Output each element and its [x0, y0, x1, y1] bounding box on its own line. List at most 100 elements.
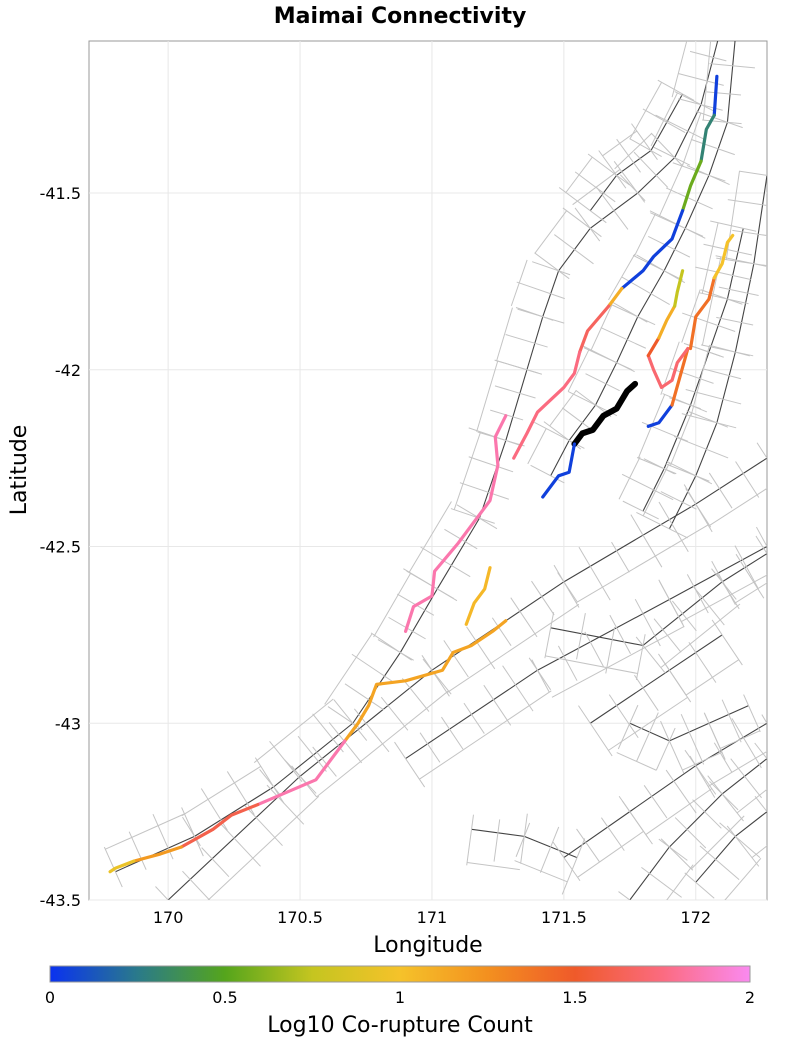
fault-subsection: [709, 487, 767, 526]
fault-subsection: [681, 112, 702, 167]
fault-subsection: [727, 199, 767, 206]
fault-subsection: [181, 765, 262, 817]
fault-subsection: [297, 735, 327, 772]
fault-subsection: [534, 210, 568, 254]
rupture-segment: [512, 350, 582, 460]
fault-subsection: [553, 564, 580, 608]
fault-subsection: [608, 302, 656, 326]
fault-subsection: [459, 482, 509, 500]
fault-subsection: [576, 613, 586, 660]
fault-subsection: [631, 123, 658, 160]
fault-subsection: [531, 659, 550, 693]
fault-subsection: [611, 541, 630, 573]
fault-subsection: [182, 816, 201, 847]
fault-subsection: [688, 641, 717, 683]
fault-subsection: [520, 813, 528, 864]
fault-subsection: [636, 511, 688, 539]
fault-subsection: [567, 348, 590, 392]
fault-subsection: [761, 714, 767, 725]
fault-trace: [563, 722, 767, 859]
fault-subsection: [645, 788, 713, 835]
fault-subsection: [574, 207, 601, 242]
fault-subsection: [552, 841, 581, 882]
rupture-segment: [670, 346, 690, 407]
fault-subsection: [517, 308, 565, 324]
fault-subsection: [716, 572, 740, 610]
fault-subsection: [622, 500, 659, 520]
rupture-segment: [343, 619, 508, 743]
fault-subsection: [609, 614, 631, 654]
rupture-segment: [688, 276, 716, 351]
fault-subsection: [702, 41, 712, 121]
fault-subsection: [658, 838, 688, 861]
fault-subsection: [635, 634, 646, 681]
fault-subsection: [700, 289, 743, 305]
fault-subsection: [608, 694, 639, 739]
rupture-segment: [657, 304, 677, 340]
fault-subsection: [561, 407, 593, 431]
rupture-segment: [179, 802, 260, 849]
fault-subsection: [394, 741, 426, 788]
fault-subsection: [692, 586, 725, 626]
fault-subsection: [673, 435, 729, 459]
fault-subsection: [532, 261, 571, 276]
fault-subsection: [105, 813, 185, 850]
plot-area: [88, 40, 768, 901]
fault-subsection: [483, 684, 512, 726]
fault-subsection: [408, 501, 452, 573]
rupture-segment: [607, 286, 624, 308]
fault-subsection: [466, 814, 474, 866]
fault-subsection: [756, 442, 767, 460]
fault-subsection: [406, 570, 454, 599]
fault-subsection: [554, 234, 594, 265]
fault-subsection: [735, 582, 767, 604]
fault-subsection: [373, 573, 411, 638]
fault-subsection: [333, 699, 368, 741]
fault-subsection: [312, 713, 344, 753]
fault-subsection: [739, 170, 767, 176]
fault-subsection: [660, 838, 694, 871]
rupture-segment: [256, 739, 347, 807]
fault-subsection: [578, 546, 611, 601]
fault-subsection: [576, 828, 600, 862]
y-axis-label: Latitude: [7, 425, 32, 516]
fault-subsection: [743, 694, 761, 733]
fault-subsection: [630, 514, 663, 568]
fault-subsection: [685, 388, 742, 405]
fault-subsection: [259, 769, 282, 797]
fault-subsection: [643, 458, 675, 475]
fault-subsection: [690, 345, 710, 417]
fault-subsection: [691, 815, 745, 870]
x-tick-label: 172: [680, 908, 711, 927]
fault-subsection: [600, 817, 625, 851]
fault-subsection: [689, 50, 727, 62]
fault-subsection: [253, 698, 334, 764]
fault-subsection: [530, 464, 565, 484]
fault-subsection: [708, 472, 733, 509]
fault-subsection: [466, 626, 496, 670]
fault-subsection: [669, 412, 692, 466]
fault-subsection: [629, 138, 662, 158]
fault-subsection: [618, 891, 631, 900]
x-axis-label: Longitude: [373, 933, 482, 958]
fault-subsection: [699, 845, 740, 881]
fault-subsection: [605, 626, 616, 674]
fault-subsection: [666, 864, 694, 900]
fault-subsection: [510, 597, 538, 638]
fault-subsection: [680, 713, 705, 765]
colorbar: [49, 965, 751, 983]
fault-subsection: [463, 702, 485, 734]
fault-subsection: [731, 718, 762, 769]
fault-subsection: [551, 626, 685, 698]
fault-subsection: [590, 304, 613, 352]
colorbar-ticks: 0 0.5 1 1.5 2: [45, 988, 755, 1007]
fault-subsection: [616, 138, 641, 173]
fault-subsection: [496, 307, 513, 361]
fault-subsection: [660, 603, 741, 669]
fault-subsection: [658, 163, 684, 217]
fault-subsection: [545, 655, 638, 674]
fault-subsection: [690, 138, 735, 156]
fault-subsection: [582, 345, 635, 373]
fault-subsection: [660, 491, 697, 510]
x-tick-label: 171: [417, 908, 448, 927]
